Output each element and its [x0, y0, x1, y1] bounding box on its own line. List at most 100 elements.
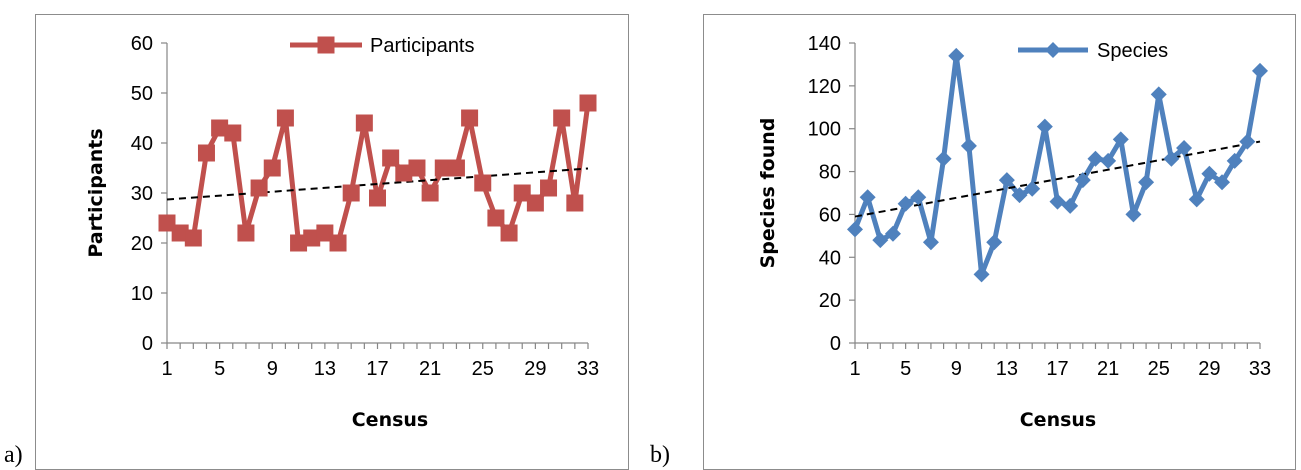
data-point — [513, 184, 531, 202]
y-tick-label: 80 — [819, 162, 841, 184]
x-tick-label: 13 — [996, 358, 1018, 380]
x-tick-label: 5 — [900, 358, 911, 380]
panel-label-b: b) — [650, 442, 670, 468]
data-point — [1138, 174, 1155, 191]
legend-marker — [317, 36, 335, 54]
y-tick-label: 30 — [131, 183, 153, 205]
data-point — [276, 109, 294, 127]
data-point — [355, 114, 373, 132]
data-point — [1226, 152, 1243, 169]
data-point — [553, 109, 571, 127]
y-tick-label: 60 — [131, 33, 153, 55]
data-point — [897, 195, 914, 212]
data-point — [474, 174, 492, 192]
series-line — [852, 53, 1263, 277]
x-tick-label: 9 — [267, 358, 278, 380]
y-tick-label: 0 — [830, 333, 841, 355]
x-tick-label: 13 — [314, 358, 336, 380]
data-point — [986, 234, 1003, 251]
data-point — [500, 224, 518, 242]
data-point — [1214, 174, 1231, 191]
x-tick-label: 29 — [1198, 358, 1220, 380]
data-point — [237, 224, 255, 242]
trendline — [166, 167, 589, 201]
data-point — [1074, 172, 1091, 189]
data-point — [408, 159, 426, 177]
x-tick-label: 29 — [524, 358, 546, 380]
data-point — [1036, 118, 1053, 135]
data-point — [935, 150, 952, 167]
data-point — [184, 229, 202, 247]
data-point — [948, 47, 965, 64]
y-tick-label: 40 — [819, 247, 841, 269]
x-tick-label: 25 — [1148, 358, 1170, 380]
y-tick-label: 40 — [131, 133, 153, 155]
trendline — [854, 140, 1261, 218]
data-point — [382, 149, 400, 167]
data-point — [1087, 150, 1104, 167]
data-point — [250, 179, 268, 197]
data-point — [1100, 152, 1117, 169]
data-point — [1062, 197, 1079, 214]
y-tick-label: 20 — [131, 233, 153, 255]
x-tick-label: 1 — [161, 358, 172, 380]
x-tick-label: 33 — [1249, 358, 1271, 380]
data-point — [1125, 206, 1142, 223]
x-tick-label: 9 — [951, 358, 962, 380]
data-point — [342, 184, 360, 202]
data-point — [1163, 150, 1180, 167]
x-tick-label: 21 — [419, 358, 441, 380]
data-point — [369, 189, 386, 207]
data-point — [1112, 131, 1129, 148]
x-axis-title: Census — [352, 409, 429, 431]
data-point — [487, 209, 505, 227]
x-axis-title: Census — [1020, 409, 1097, 431]
y-axis-title: Participants — [85, 128, 107, 257]
data-point — [526, 194, 544, 212]
x-tick-label: 25 — [472, 358, 494, 380]
data-point — [329, 234, 347, 252]
data-point — [910, 189, 927, 206]
data-point — [540, 179, 558, 197]
data-point — [1011, 187, 1028, 204]
data-point — [1024, 180, 1041, 197]
data-point — [973, 266, 990, 283]
legend-marker — [1045, 42, 1061, 58]
data-point — [1252, 62, 1268, 79]
data-point — [461, 109, 479, 127]
data-point — [197, 144, 215, 162]
data-point — [421, 184, 439, 202]
panel-label-a: a) — [4, 442, 23, 468]
x-tick-label: 5 — [214, 358, 225, 380]
data-point — [1150, 86, 1167, 103]
data-point — [224, 124, 242, 142]
data-point — [960, 137, 977, 154]
y-tick-label: 60 — [819, 204, 841, 226]
y-tick-label: 10 — [131, 283, 153, 305]
data-point — [1188, 191, 1205, 208]
data-point — [447, 159, 465, 177]
y-tick-label: 120 — [808, 76, 841, 98]
data-point — [566, 194, 584, 212]
legend-label: Species — [1097, 40, 1168, 62]
data-point — [1049, 193, 1066, 210]
data-point — [884, 225, 901, 242]
x-tick-label: 33 — [577, 358, 599, 380]
data-point — [872, 232, 889, 249]
y-tick-label: 140 — [808, 33, 841, 55]
data-point — [1201, 165, 1218, 182]
y-axis-title: Species found — [757, 118, 779, 269]
x-tick-label: 1 — [849, 358, 860, 380]
x-tick-label: 21 — [1097, 358, 1119, 380]
data-point — [847, 221, 863, 238]
data-point — [1239, 133, 1256, 150]
legend-label: Participants — [370, 35, 475, 57]
data-point — [316, 224, 334, 242]
data-point — [158, 214, 176, 232]
y-tick-label: 20 — [819, 290, 841, 312]
y-tick-label: 0 — [142, 333, 153, 355]
data-point — [1176, 140, 1193, 156]
data-point — [263, 159, 281, 177]
